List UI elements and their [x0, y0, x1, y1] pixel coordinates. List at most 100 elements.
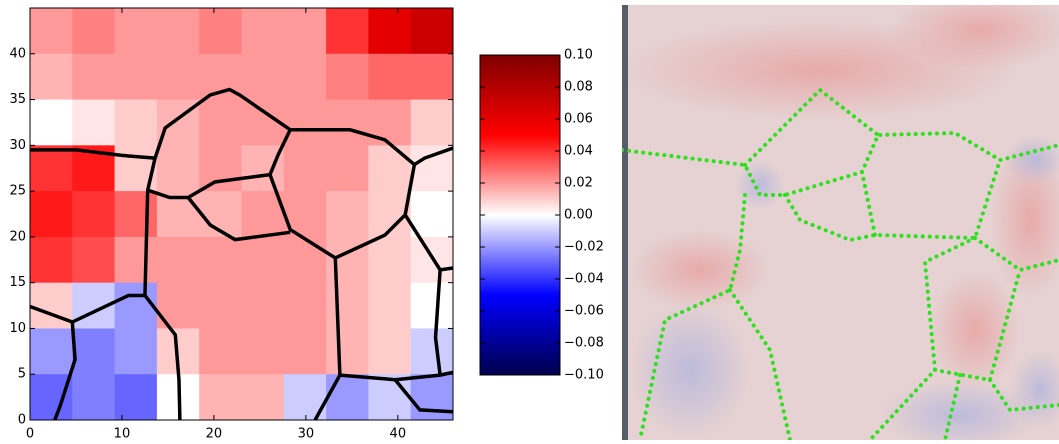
colorbar-tick-label: 0.06	[564, 112, 593, 127]
heat-cell	[114, 236, 158, 284]
heatmap	[30, 8, 454, 421]
shade	[630, 230, 770, 310]
shade	[1005, 135, 1059, 185]
axes: 0 10 20 30 40 0 5 10 15 20 25 30 35 40	[9, 8, 453, 442]
boundary-line	[973, 236, 1059, 273]
heat-cell	[283, 145, 327, 192]
plot-frame	[29, 7, 454, 421]
boundary-line	[868, 236, 977, 440]
y-tick-label: 40	[9, 46, 26, 61]
colorbar-tick-label: 0.04	[564, 144, 593, 159]
grain-boundary	[147, 172, 271, 200]
colorbar-tick-label: 0.00	[564, 208, 593, 223]
heat-cell	[114, 8, 158, 55]
heat-cell	[114, 99, 158, 146]
heat-cell	[156, 8, 200, 55]
heat-cell	[199, 236, 242, 284]
heat-cell	[410, 328, 454, 375]
heat-cell	[241, 328, 285, 375]
heat-cell	[30, 191, 73, 238]
colorbar-tick-label: −0.02	[564, 240, 604, 255]
heat-cell	[368, 328, 412, 375]
heat-cell	[368, 8, 412, 55]
heat-cell	[410, 8, 454, 55]
shade	[930, 270, 1020, 390]
heat-cell	[30, 236, 73, 284]
x-tick-label: 20	[206, 427, 223, 442]
heat-cell	[72, 8, 116, 55]
heat-cell	[410, 191, 454, 238]
colorbar-tick-label: 0.08	[564, 80, 593, 95]
heat-cell	[410, 99, 454, 146]
x-tick-label: 0	[26, 427, 34, 442]
y-tick-label: 10	[9, 321, 26, 336]
heat-cell	[283, 282, 327, 329]
heat-cell	[326, 328, 369, 375]
heat-cell	[326, 282, 369, 329]
heat-cell	[72, 236, 116, 284]
heat-cell	[326, 99, 369, 146]
colorbar-tick-label: 0.02	[564, 176, 593, 191]
shade	[890, 5, 1059, 70]
grain-boundary	[433, 269, 442, 376]
colorbar-ticks: 0.10 0.08 0.06 0.04 0.02 0.00 −0.02 −0.04 −0.06 −…	[480, 48, 604, 383]
colorbar-tick-label: 0.10	[564, 48, 593, 63]
heat-cell	[114, 191, 158, 238]
y-tick-label: 25	[9, 184, 26, 199]
heat-cell	[114, 53, 158, 101]
heat-cell	[368, 53, 412, 101]
grain-boundary	[30, 148, 156, 160]
heat-cell	[114, 328, 158, 375]
heat-cell	[30, 328, 73, 375]
heat-cell	[241, 53, 285, 101]
heat-cell	[326, 145, 369, 192]
heat-cell	[410, 145, 454, 192]
heat-cell	[156, 53, 200, 101]
heat-cell	[30, 145, 73, 192]
colorbar-tick-label: −0.04	[564, 272, 604, 287]
heat-cell	[114, 282, 158, 329]
boundary-line	[638, 193, 747, 440]
heat-cell	[199, 374, 242, 421]
boundary-line	[743, 87, 880, 167]
heat-cell	[283, 8, 327, 55]
grain-boundaries	[29, 87, 454, 421]
heat-cell	[114, 374, 158, 421]
heat-cell	[72, 191, 116, 238]
heat-cell	[156, 236, 200, 284]
grain-boundary	[143, 157, 182, 421]
heat-cell	[199, 99, 242, 146]
grain-boundary	[186, 196, 291, 242]
grain-boundary	[29, 293, 145, 324]
render-edge	[622, 5, 628, 440]
y-tick-label: 15	[9, 275, 26, 290]
heat-cell	[410, 282, 454, 329]
grain-boundary	[393, 378, 454, 414]
heat-cell	[199, 8, 242, 55]
grain-boundary	[313, 374, 342, 421]
heat-cell	[241, 8, 285, 55]
heat-cell	[30, 99, 73, 146]
x-tick-label: 10	[114, 427, 131, 442]
y-tick-label: 0	[18, 413, 26, 428]
shade	[735, 160, 785, 210]
x-tick-label: 40	[390, 427, 407, 442]
boundary-line	[943, 373, 962, 440]
heat-cell	[72, 374, 116, 421]
heat-cell	[410, 374, 454, 421]
heat-cell	[368, 99, 412, 146]
heat-cell	[199, 145, 242, 192]
heat-cell	[72, 328, 116, 375]
heat-cell	[156, 145, 200, 192]
y-tick-label: 5	[18, 367, 26, 382]
heat-cell	[199, 328, 242, 375]
grain-boundary	[53, 321, 77, 421]
heat-cell	[283, 236, 327, 284]
heat-cell	[326, 53, 369, 101]
heat-cell	[283, 99, 327, 146]
render-panel	[622, 5, 1059, 440]
heat-cell	[72, 99, 116, 146]
grain-boundary	[268, 129, 407, 260]
colorbar-tick-label: −0.06	[564, 304, 604, 319]
